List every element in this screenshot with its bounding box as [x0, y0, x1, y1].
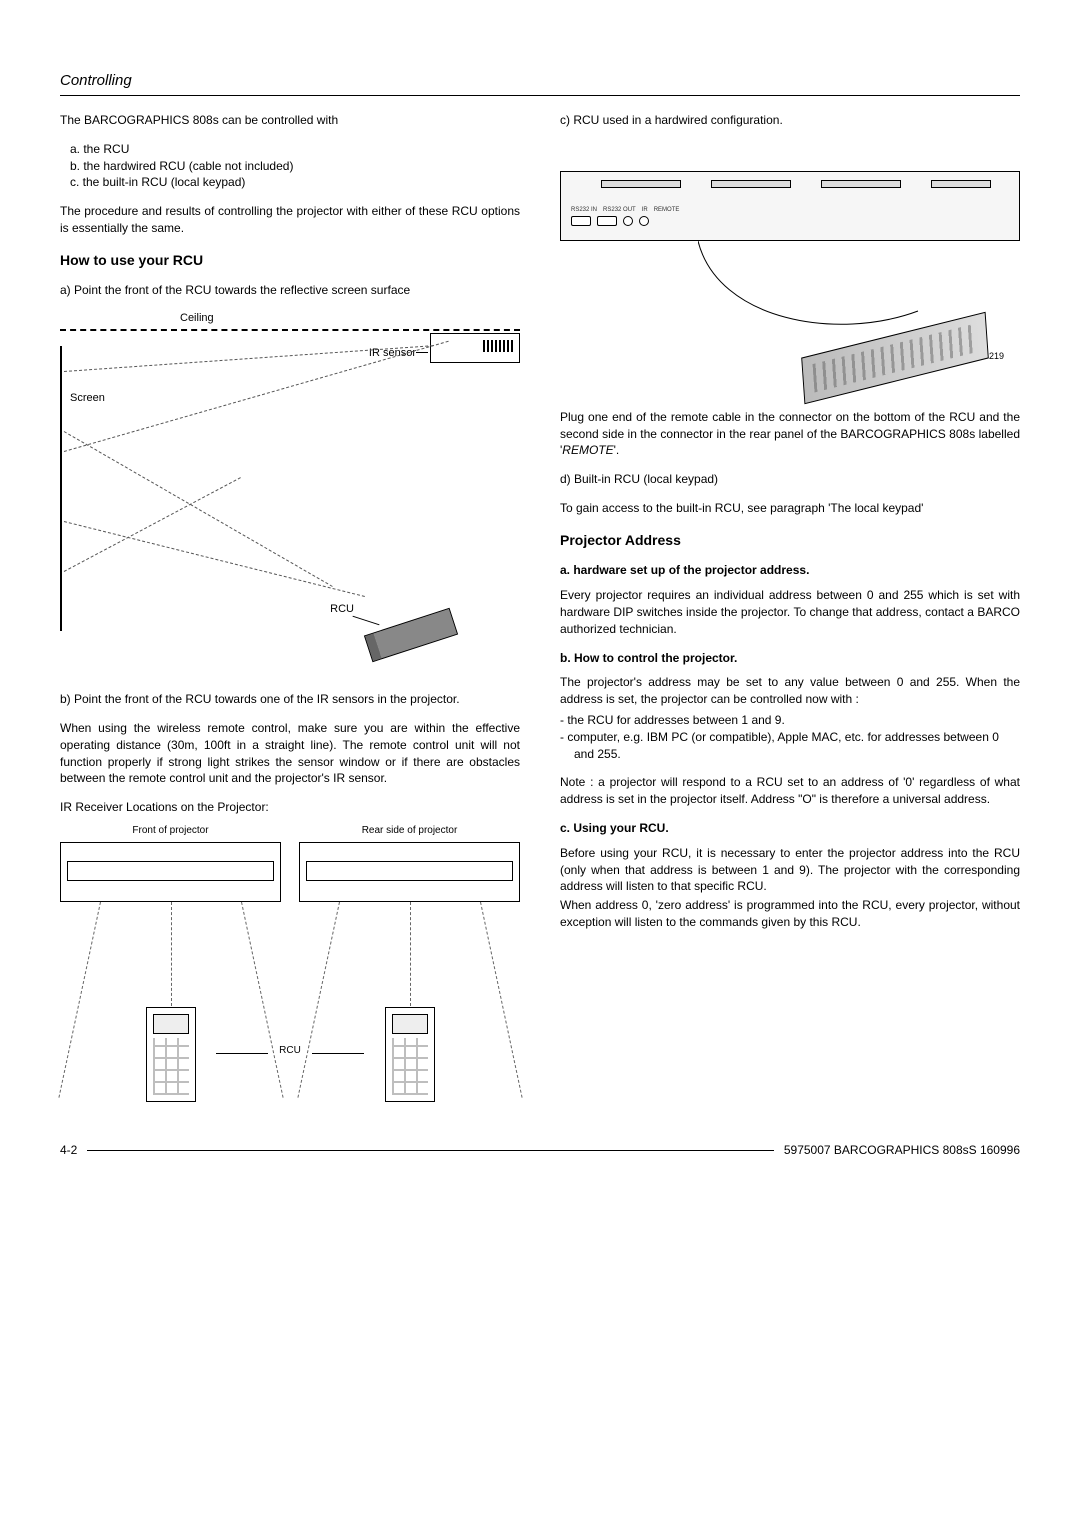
- rcu-icon: [364, 608, 458, 662]
- right-column: c) RCU used in a hardwired configuration…: [560, 112, 1020, 1102]
- cone-line: [480, 902, 523, 1098]
- arrow-right-icon: [312, 1053, 364, 1054]
- port-icon: [597, 216, 617, 226]
- addr-a-para: Every projector requires an individual a…: [560, 587, 1020, 637]
- addr-c-para2: When address 0, 'zero address' is progra…: [560, 897, 1020, 931]
- screen-label: Screen: [70, 391, 105, 406]
- addr-c-subtitle: c. Using your RCU.: [560, 820, 1020, 837]
- rear-panel-icon: RS232 IN RS232 OUT IR REMOTE: [560, 171, 1020, 241]
- cone-line: [58, 902, 101, 1098]
- addr-b-subtitle: b. How to control the projector.: [560, 650, 1020, 667]
- step-c-text: c) RCU used in a hardwired configuration…: [560, 112, 1020, 129]
- footer-rule: [87, 1150, 774, 1152]
- intro-item-c: c. the built-in RCU (local keypad): [70, 174, 520, 191]
- projector-views: Front of projector Rear side of projecto…: [60, 824, 520, 1102]
- port-icon: [639, 216, 649, 226]
- procedure-para: The procedure and results of controlling…: [60, 203, 520, 237]
- panel-slot-icon: [821, 180, 901, 188]
- intro-item-a: a. the RCU: [70, 141, 520, 158]
- ceiling-line: [60, 329, 520, 331]
- rcu-pointer-icon: [353, 616, 380, 626]
- port-label: RS232 IN: [571, 206, 597, 214]
- panel-slot-icon: [711, 180, 791, 188]
- remote-rear-icon: [385, 1007, 435, 1102]
- rear-cone: [299, 902, 520, 1102]
- panel-slot-icon: [601, 180, 681, 188]
- beam-line: [64, 521, 365, 597]
- panel-slot-icon: [931, 180, 991, 188]
- front-projector-icon: [60, 842, 281, 902]
- step-d-para: To gain access to the built-in RCU, see …: [560, 500, 1020, 517]
- ceiling-screen-diagram: Ceiling Screen IR sensor RCU: [60, 311, 520, 671]
- step-b-text: b) Point the front of the RCU towards on…: [60, 691, 520, 708]
- intro-line: The BARCOGRAPHICS 808s can be controlled…: [60, 112, 520, 129]
- port-icon: [623, 216, 633, 226]
- front-cone: [60, 902, 281, 1102]
- page-footer: 4-2 5975007 BARCOGRAPHICS 808sS 160996: [60, 1142, 1020, 1159]
- remote-front-icon: [146, 1007, 196, 1102]
- plug-text-1: Plug one end of the remote cable in the …: [560, 410, 1020, 458]
- how-to-title: How to use your RCU: [60, 251, 520, 271]
- cone-line: [297, 902, 340, 1098]
- plug-para: Plug one end of the remote cable in the …: [560, 409, 1020, 459]
- plug-text-2: '.: [614, 443, 620, 457]
- port-label: RS232 OUT: [603, 206, 636, 214]
- doc-id: 5975007 BARCOGRAPHICS 808sS 160996: [784, 1142, 1020, 1159]
- rear-projector-block: Rear side of projector: [299, 824, 520, 1102]
- cone-line: [241, 902, 284, 1098]
- ceiling-label: Ceiling: [180, 311, 214, 326]
- two-column-layout: The BARCOGRAPHICS 808s can be controlled…: [60, 112, 1020, 1102]
- addr-a-subtitle: a. hardware set up of the projector addr…: [560, 562, 1020, 579]
- left-column: The BARCOGRAPHICS 808s can be controlled…: [60, 112, 520, 1102]
- port-labels: RS232 IN RS232 OUT IR REMOTE: [571, 206, 679, 226]
- plug-remote-em: REMOTE: [562, 443, 613, 457]
- front-caption: Front of projector: [60, 824, 281, 838]
- addr-c-para1: Before using your RCU, it is necessary t…: [560, 845, 1020, 895]
- intro-list: a. the RCU b. the hardwired RCU (cable n…: [60, 141, 520, 191]
- addr-b-item: computer, e.g. IBM PC (or compatible), A…: [574, 729, 1020, 763]
- wireless-para: When using the wireless remote control, …: [60, 720, 520, 787]
- arrow-left-icon: [216, 1053, 268, 1054]
- figure-number: 219: [989, 350, 1004, 363]
- port-icon: [571, 216, 591, 226]
- port-label: REMOTE: [654, 206, 680, 214]
- projector-icon: [430, 333, 520, 363]
- ir-arrow-icon: [416, 352, 428, 353]
- projector-address-title: Projector Address: [560, 531, 1020, 551]
- port-label: IR: [642, 206, 648, 214]
- rear-projector-icon: [299, 842, 520, 902]
- addr-b-item: the RCU for addresses between 1 and 9.: [574, 712, 1020, 729]
- beam-line: [64, 431, 333, 587]
- rcu-label: RCU: [330, 602, 354, 617]
- screen-line: [60, 346, 62, 631]
- page-header: Controlling: [60, 70, 1020, 96]
- hardwired-diagram: RS232 IN RS232 OUT IR REMOTE: [560, 141, 1020, 391]
- ir-locations-line: IR Receiver Locations on the Projector:: [60, 799, 520, 816]
- step-d-text: d) Built-in RCU (local keypad): [560, 471, 1020, 488]
- addr-b-list: the RCU for addresses between 1 and 9. c…: [560, 712, 1020, 762]
- rcu-mid-label: RCU: [275, 1044, 305, 1058]
- step-a-text: a) Point the front of the RCU towards th…: [60, 282, 520, 299]
- page-number: 4-2: [60, 1142, 77, 1159]
- front-projector-block: Front of projector: [60, 824, 281, 1102]
- rear-caption: Rear side of projector: [299, 824, 520, 838]
- addr-b-para: The projector's address may be set to an…: [560, 674, 1020, 708]
- addr-note: Note : a projector will respond to a RCU…: [560, 774, 1020, 808]
- intro-item-b: b. the hardwired RCU (cable not included…: [70, 158, 520, 175]
